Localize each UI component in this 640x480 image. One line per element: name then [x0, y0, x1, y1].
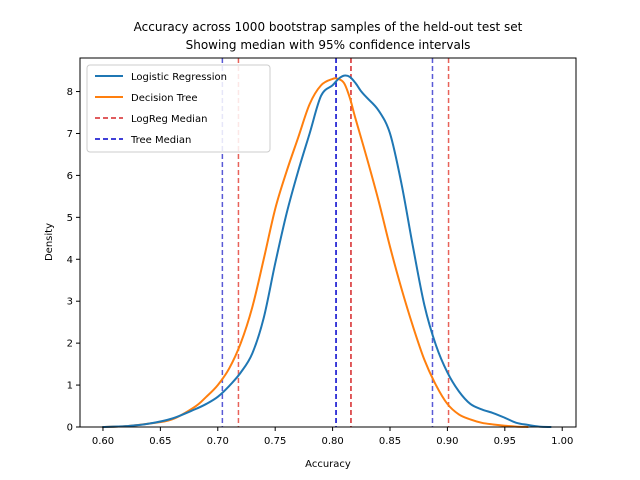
x-tick-label: 1.00: [551, 436, 573, 447]
chart-title: Accuracy across 1000 bootstrap samples o…: [134, 20, 523, 34]
x-tick-label: 0.75: [264, 436, 286, 447]
y-tick-label: 6: [67, 171, 73, 182]
legend-label-decision-tree: Decision Tree: [131, 93, 198, 104]
density-curves: [101, 74, 552, 428]
x-tick-label: 0.95: [494, 436, 516, 447]
legend: Logistic Regression Decision Tree LogReg…: [86, 64, 271, 153]
y-tick-label: 1: [67, 381, 73, 392]
legend-box: [86, 64, 271, 153]
x-axis-ticks: 0.60 0.65 0.70 0.75 0.80 0.85 0.90 0.95 1.00: [92, 427, 573, 447]
y-tick-label: 4: [67, 255, 73, 266]
legend-label-tree-median: Tree Median: [130, 135, 191, 146]
plot-area-frame: [79, 57, 577, 428]
decision-tree-curve: [101, 77, 529, 428]
y-tick-label: 3: [67, 297, 73, 308]
y-tick-label: 7: [67, 129, 73, 140]
y-tick-label: 8: [67, 87, 73, 98]
logistic-regression-curve: [101, 74, 552, 428]
legend-label-logistic-regression: Logistic Regression: [131, 72, 227, 83]
y-tick-label: 0: [67, 423, 73, 434]
x-tick-label: 0.65: [149, 436, 171, 447]
x-tick-label: 0.85: [379, 436, 401, 447]
y-tick-label: 2: [67, 339, 73, 350]
x-tick-label: 0.80: [321, 436, 343, 447]
reference-lines: [221, 58, 450, 427]
y-tick-label: 5: [67, 213, 73, 224]
y-axis-ticks: 0 1 2 3 4 5 6 7 8: [67, 87, 80, 434]
y-axis-title: Density: [44, 223, 55, 261]
x-tick-label: 0.90: [436, 436, 458, 447]
x-tick-label: 0.70: [207, 436, 229, 447]
legend-label-logreg-median: LogReg Median: [131, 114, 207, 125]
chart-subtitle: Showing median with 95% confidence inter…: [186, 38, 471, 52]
x-tick-label: 0.60: [92, 436, 114, 447]
x-axis-title: Accuracy: [305, 459, 351, 470]
